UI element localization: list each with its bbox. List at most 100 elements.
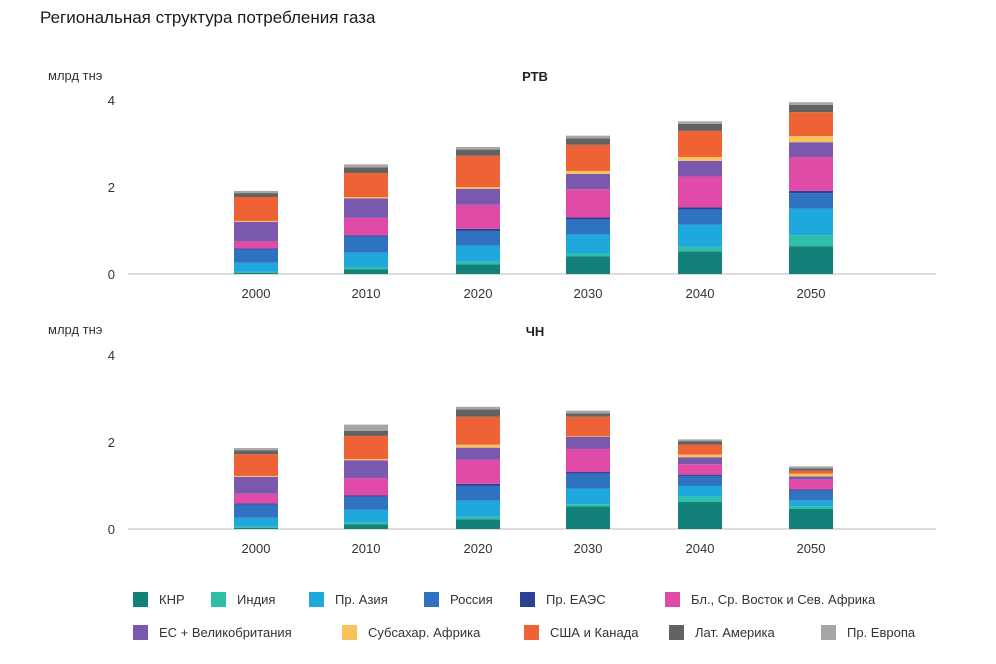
bar-segment [344, 217, 388, 236]
bar-segment [566, 472, 610, 474]
bar-segment [344, 167, 388, 174]
bar-segment [678, 130, 722, 157]
bar-segment [456, 187, 500, 189]
bar-segment [456, 406, 500, 410]
bar-segment [789, 508, 833, 529]
y-tick-label: 0 [108, 267, 115, 282]
legend-item: ЕС + Великобритания [133, 624, 342, 640]
x-ticks: 2000 2010 2020 2030 2040 2050 [242, 541, 826, 556]
bar-segment [678, 176, 722, 208]
bar-segment [789, 112, 833, 137]
legend-label: Пр. Азия [335, 591, 388, 607]
legend-swatch [133, 624, 148, 640]
bar-segment [234, 476, 278, 494]
chart-title: ЧН [526, 324, 545, 339]
bar-segment [456, 409, 500, 417]
legend-item: Индия [211, 591, 309, 607]
bar-segment [234, 249, 278, 263]
chart-panel-chn: млрд тнэ ЧН 0 2 4 2000 2010 2020 2030 2040 2050 [48, 322, 936, 556]
bar-segment [234, 190, 278, 194]
x-tick-label: 2010 [352, 286, 381, 301]
bar-segment [678, 464, 722, 475]
legend-swatch [133, 591, 148, 607]
x-ticks: 2000 2010 2020 2030 2040 2050 [242, 286, 826, 301]
bar-segment [566, 173, 610, 190]
bar-segment [789, 235, 833, 247]
bar-segment [789, 193, 833, 209]
y-tick-label: 2 [108, 435, 115, 450]
bar-segment [789, 506, 833, 509]
bar-segment [566, 138, 610, 145]
bar-segment [456, 416, 500, 445]
bar-segment [789, 489, 833, 491]
bar-segment [678, 496, 722, 503]
bar-segment [566, 234, 610, 254]
bar-segment [344, 435, 388, 459]
bar-segment [344, 458, 388, 461]
bar-segment [234, 450, 278, 455]
bar-segment [344, 198, 388, 218]
x-tick-label: 2050 [797, 286, 826, 301]
bar-segment [678, 224, 722, 247]
bar-segment [789, 190, 833, 194]
bar-segment [789, 468, 833, 471]
bar-segment [789, 208, 833, 236]
bar-segment [456, 447, 500, 460]
bar-segment [344, 430, 388, 436]
page-title: Региональная структура потребления газа [40, 8, 376, 27]
bar-segment [456, 146, 500, 150]
bar-segment [456, 261, 500, 265]
y-axis-unit-label: млрд тнэ [48, 68, 103, 83]
bar-segment [344, 524, 388, 529]
bar-segment [344, 496, 388, 510]
bar-segment [678, 485, 722, 497]
bar-segment [789, 473, 833, 477]
y-tick-label: 0 [108, 522, 115, 537]
bar-segment [234, 448, 278, 451]
x-tick-label: 2020 [464, 541, 493, 556]
chart-title: РТВ [522, 69, 548, 84]
bar-segment [456, 516, 500, 520]
bar-segment [234, 221, 278, 242]
legend-swatch [665, 591, 680, 607]
legend: КНР Индия Пр. Азия Россия Пр. ЕАЭС Бл., Ср. В… [133, 588, 963, 654]
bar-segment [456, 204, 500, 229]
bar-segment [566, 473, 610, 489]
bar-segment [344, 522, 388, 525]
bar-segment [234, 527, 278, 529]
bar-segment [566, 253, 610, 257]
legend-label: ЕС + Великобритания [159, 624, 292, 640]
bar-segment [789, 476, 833, 480]
bar-segment [456, 245, 500, 262]
bar-segment [456, 149, 500, 156]
bars [234, 102, 833, 274]
bar-segment [456, 459, 500, 484]
x-tick-label: 2030 [574, 541, 603, 556]
bar-segment [789, 470, 833, 474]
x-tick-label: 2040 [686, 286, 715, 301]
bar-segment [344, 460, 388, 479]
bar-segment [344, 164, 388, 168]
bar-segment [678, 121, 722, 124]
bar-segment [566, 170, 610, 174]
legend-label: Россия [450, 591, 493, 607]
bar-segment [234, 493, 278, 504]
bar-segment [678, 457, 722, 465]
bar-segment [789, 104, 833, 113]
legend-swatch [821, 624, 836, 640]
x-tick-label: 2050 [797, 541, 826, 556]
bar-segment [566, 504, 610, 507]
legend-swatch [211, 591, 226, 607]
y-tick-label: 4 [108, 348, 115, 363]
y-ticks: 0 2 4 [108, 348, 115, 537]
bar-segment [234, 197, 278, 221]
x-tick-label: 2000 [242, 286, 271, 301]
bar-segment [344, 478, 388, 496]
bar-segment [678, 454, 722, 458]
bar-segment [566, 448, 610, 473]
legend-swatch [342, 624, 357, 640]
bar-segment [678, 441, 722, 445]
bar-segment [566, 144, 610, 171]
bars [234, 406, 833, 529]
x-tick-label: 2040 [686, 541, 715, 556]
